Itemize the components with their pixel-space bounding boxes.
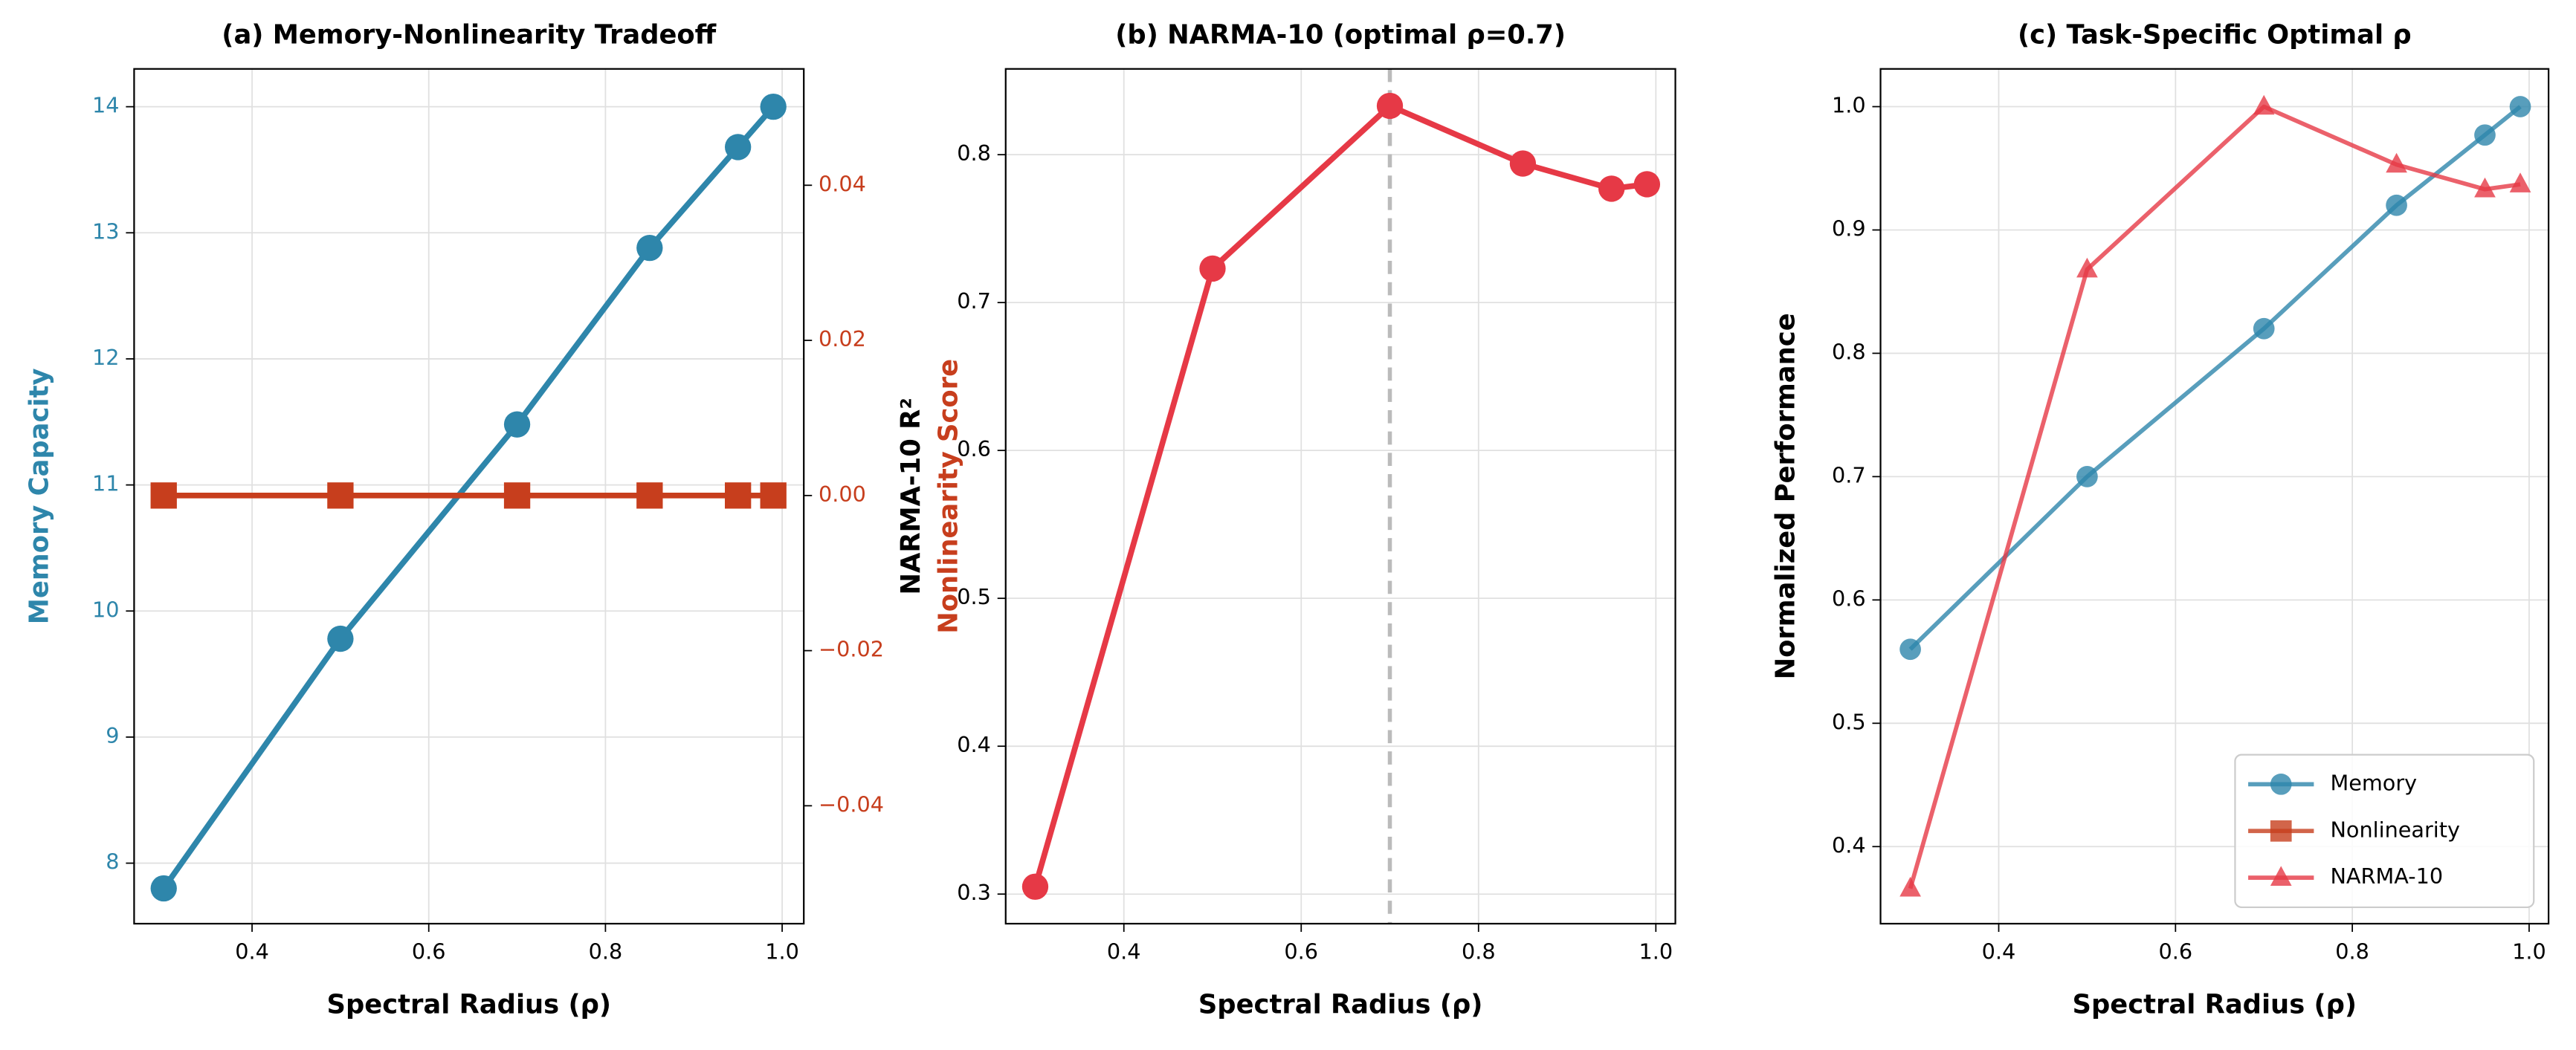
marker [503,482,531,509]
x-tick-label: 1.0 [1639,939,1673,965]
legend-label: Nonlinearity [2330,817,2460,842]
marker [2386,152,2407,173]
y-tick-label: 0.8 [1832,339,1866,364]
marker [2076,466,2098,487]
y-tick-label: 0.6 [1832,586,1866,611]
marker [2253,317,2275,340]
y-tick-label: 0.7 [1832,462,1866,487]
y-tick-label: 11 [92,471,120,496]
y-tick-label: 14 [92,93,120,118]
legend-box [2234,754,2535,909]
y2-axis-label: Nonlinearity Score [934,359,964,634]
x-tick-label: 0.8 [2335,939,2369,965]
marker [636,234,663,262]
y-tick-label: 0.6 [957,436,991,461]
y-tick-label: 9 [106,723,119,748]
marker [327,625,354,652]
y-tick-label: 8 [106,849,119,875]
marker [2509,172,2531,192]
y-tick-label: 0.4 [1832,832,1866,858]
y-tick-label: 10 [92,597,120,622]
x-tick-label: 0.6 [1284,939,1318,965]
y2-tick-label: 0.04 [819,171,866,196]
marker [2509,96,2531,117]
y-tick-label: 0.5 [957,584,991,609]
x-axis-label: Spectral Radius (ρ) [2073,989,2357,1020]
y-tick-label: 0.5 [1832,709,1866,734]
y-tick-label: 13 [92,218,120,244]
x-tick-label: 1.0 [2512,939,2546,965]
marker [503,411,531,438]
x-tick-label: 1.0 [765,939,799,965]
legend-marker [2270,820,2292,842]
marker [2253,94,2275,115]
y-tick-label: 0.7 [957,288,991,314]
x-axis-label: Spectral Radius (ρ) [327,989,612,1020]
y-axis-label: NARMA-10 R² [896,398,926,594]
legend-label: NARMA-10 [2330,863,2443,889]
y2-tick-label: −0.04 [819,791,884,817]
x-axis-label: Spectral Radius (ρ) [1198,989,1483,1020]
x-tick-label: 0.4 [235,939,269,965]
marker [760,482,787,509]
y-tick-label: 0.9 [1832,215,1866,241]
marker [2076,257,2098,278]
marker [724,134,752,161]
marker [150,875,177,902]
x-tick-label: 0.4 [1107,939,1141,965]
x-tick-label: 0.8 [1462,939,1496,965]
axes-frame [133,68,805,925]
marker [760,93,787,120]
marker [1899,876,1921,897]
y-tick-label: 12 [92,345,120,370]
marker [636,482,663,509]
y-tick-label: 0.3 [957,880,991,905]
marker [327,482,354,509]
legend-marker [2270,866,2292,886]
y-tick-label: 1.0 [1832,93,1866,118]
marker [1509,150,1537,177]
y2-tick-label: 0.00 [819,482,866,507]
x-tick-label: 0.6 [2159,939,2193,965]
chart-title: (b) NARMA-10 (optimal ρ=0.7) [1115,20,1566,51]
y-axis-label: Normalized Performance [1771,313,1801,679]
axes-frame [1004,68,1676,925]
marker [2474,177,2496,198]
marker [1021,873,1049,900]
marker [1376,92,1404,120]
marker [724,482,752,509]
marker [2386,194,2407,216]
marker [1633,171,1661,198]
x-tick-label: 0.8 [589,939,623,965]
y2-tick-label: −0.02 [819,637,884,662]
y-axis-label: Memory Capacity [25,369,55,625]
chart-title: (c) Task-Specific Optimal ρ [2018,20,2412,51]
axes-frame [1879,68,2550,925]
marker [1598,175,1625,202]
y-tick-label: 0.4 [957,732,991,757]
x-tick-label: 0.6 [412,939,446,965]
marker [2474,124,2496,146]
chart-title: (a) Memory-Nonlinearity Tradeoff [222,20,716,51]
legend-label: Memory [2330,770,2417,795]
marker [1199,255,1226,282]
legend-marker [2270,773,2292,795]
y-tick-label: 0.8 [957,140,991,166]
x-tick-label: 0.4 [1982,939,2016,965]
y2-tick-label: 0.02 [819,326,866,351]
marker [150,482,177,509]
marker [1899,638,1921,661]
